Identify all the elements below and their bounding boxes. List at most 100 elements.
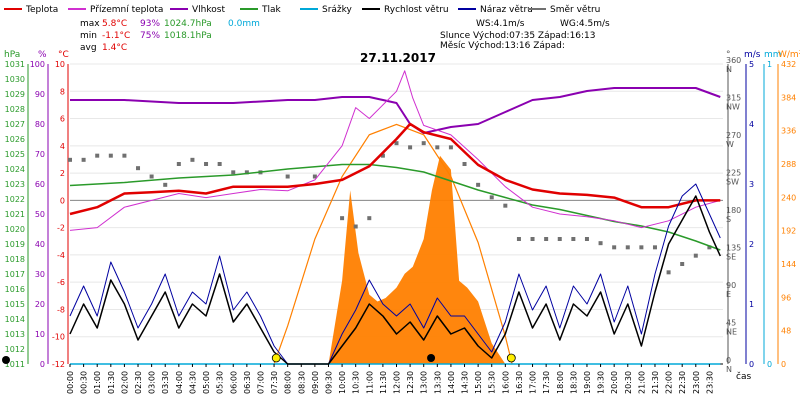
tick-label: 1024 [5, 165, 25, 174]
tick-label: 1022 [5, 195, 25, 204]
x-axis-label: čas [736, 371, 751, 382]
x-tick-label: 19:00 [583, 371, 592, 394]
wind-direction-point [639, 245, 644, 250]
x-tick-label: 04:00 [175, 371, 184, 394]
wind-direction-point [530, 237, 535, 241]
x-tick-label: 22:00 [665, 371, 674, 394]
stat-ws: WS:4.1m/s [476, 19, 525, 29]
x-tick-label: 18:30 [569, 371, 578, 394]
x-tick-label: 22:30 [678, 371, 687, 394]
x-tick-label: 08:00 [284, 371, 293, 394]
wind-direction-point [544, 237, 549, 241]
x-axis: 00:00 00:30 01:00 01:30 02:00 02:30 03:00 03:30… [66, 364, 714, 394]
wind-direction-point [312, 174, 317, 179]
x-tick-label: 01:00 [93, 371, 102, 394]
stat-min-label: min [80, 31, 97, 41]
tick-label: 1026 [5, 135, 25, 144]
legend-label: Tlak [261, 5, 282, 15]
unit-pct: % [38, 50, 47, 60]
x-tick-label: 07:30 [270, 371, 279, 394]
tick-label: 1029 [5, 90, 25, 99]
wind-direction-point [489, 195, 494, 200]
wind-direction-point [244, 170, 249, 175]
legend-label: Směr větru [550, 5, 600, 15]
tick-label: 80 [35, 120, 45, 129]
x-tick-label: 00:30 [80, 371, 89, 394]
tick-label: SW [726, 178, 739, 187]
tick-label: 8 [60, 87, 65, 96]
tick-label: 0 [60, 196, 65, 205]
tick-label: -8 [57, 305, 65, 314]
tick-label: 1019 [5, 240, 25, 249]
x-tick-label: 00:00 [66, 371, 75, 394]
unit-mm: mm [764, 50, 782, 60]
tick-label: 0 [749, 360, 754, 369]
x-tick-label: 06:30 [243, 371, 252, 394]
tick-label: 90 [35, 90, 45, 99]
tick-label: 1028 [5, 105, 25, 114]
tick-label: 2 [749, 240, 754, 249]
tick-label: 30 [35, 270, 45, 279]
wind-direction-point [680, 262, 685, 266]
wind-direction-point [394, 141, 399, 146]
tick-label: SE [726, 253, 736, 262]
wind-direction-point [598, 241, 603, 246]
stat-rain: 0.0mm [228, 19, 260, 29]
x-tick-label: 11:30 [379, 371, 388, 394]
unit-wm2: W/m² [778, 50, 800, 60]
tick-label: 50 [35, 210, 45, 219]
x-tick-label: 12:00 [393, 371, 402, 394]
stat-max-temp: 5.8°C [102, 19, 127, 29]
tick-label: 1013 [5, 330, 25, 339]
x-tick-label: 02:00 [120, 371, 129, 394]
tick-label: 1011 [5, 360, 25, 369]
wind-direction-point [231, 170, 236, 175]
x-tick-label: 16:00 [501, 371, 510, 394]
wind-direction-point [95, 153, 100, 158]
wind-direction-point [625, 245, 630, 250]
tick-label: 288 [781, 160, 796, 169]
wind-direction-point [652, 245, 657, 250]
wind-direction-point [435, 145, 440, 150]
wind-direction-point [666, 270, 671, 275]
moonrise-marker [427, 354, 436, 362]
tick-label: 5 [749, 60, 754, 69]
unit-degc: °C [58, 50, 69, 60]
legend-label: Náraz větru [480, 5, 533, 15]
stat-sun: Slunce Východ:07:35 Západ:16:13 [440, 31, 596, 41]
wind-direction-point [149, 174, 154, 179]
tick-label: 1027 [5, 120, 25, 129]
series-line-rychlost-v-tru [69, 195, 721, 365]
wind-direction-point [421, 141, 426, 146]
tick-label: 10 [35, 330, 45, 339]
x-tick-label: 12:30 [406, 371, 415, 394]
series-line-tlak [69, 163, 721, 251]
wind-direction-point [108, 153, 113, 158]
x-tick-label: 17:00 [529, 371, 538, 394]
wind-direction-point [516, 237, 521, 241]
tick-label: 336 [781, 127, 796, 136]
x-tick-label: 10:00 [338, 371, 347, 394]
wind-direction-point [367, 216, 372, 221]
tick-label: 384 [781, 93, 796, 102]
tick-label: 180 [726, 206, 741, 215]
x-tick-label: 14:30 [461, 371, 470, 394]
x-tick-label: 23:00 [692, 371, 701, 394]
wind-direction-point [380, 153, 385, 158]
tick-label: 1015 [5, 300, 25, 309]
tick-label: 0 [781, 360, 786, 369]
tick-label: 360 [726, 56, 741, 65]
tick-label: 1018 [5, 255, 25, 264]
unit-deg: ° [726, 50, 731, 60]
stat-max-label: max [80, 19, 100, 29]
x-tick-label: 19:30 [597, 371, 606, 394]
sunset-marker [506, 353, 516, 363]
wind-direction-point [707, 245, 712, 250]
x-tick-label: 17:30 [542, 371, 551, 394]
x-tick-label: 15:30 [488, 371, 497, 394]
tick-label: 1025 [5, 150, 25, 159]
tick-label: 40 [35, 240, 45, 249]
x-tick-label: 21:30 [651, 371, 660, 394]
stat-min-press: 1018.1hPa [164, 31, 212, 41]
